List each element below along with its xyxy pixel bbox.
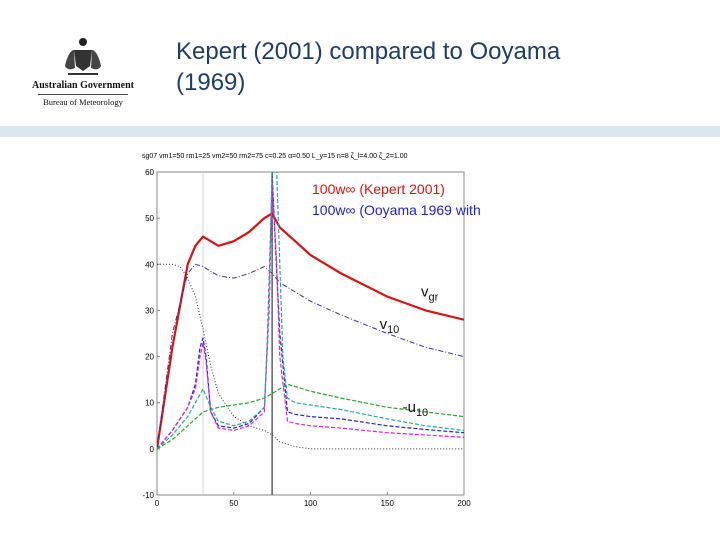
series-line-6: [157, 172, 464, 450]
series-annotation: v10: [380, 316, 400, 336]
y-tick-label: -10: [142, 491, 154, 500]
x-tick-label: 50: [229, 499, 238, 508]
logo-divider: [38, 94, 128, 95]
series-line-5: [157, 180, 464, 450]
y-tick-label: 0: [150, 445, 155, 454]
series-line-2: [157, 263, 464, 449]
y-tick-label: 50: [145, 214, 154, 223]
government-logo: Australian Government Bureau of Meteorol…: [24, 36, 142, 116]
y-tick-label: 20: [145, 353, 154, 362]
logo-government-label: Australian Government: [32, 80, 134, 91]
y-tick-label: 30: [145, 306, 154, 315]
y-tick-label: 60: [145, 168, 154, 177]
logo-bureau-label: Bureau of Meteorology: [43, 97, 123, 107]
x-tick-label: 200: [457, 499, 471, 508]
coat-of-arms-icon: [65, 38, 101, 75]
series-line-3: [157, 263, 464, 450]
header-band: [0, 126, 720, 137]
x-tick-label: 100: [304, 499, 318, 508]
x-tick-label: 150: [381, 499, 395, 508]
series-line-1: [157, 212, 464, 450]
slide-title: Kepert (2001) compared to Ooyama (1969): [176, 38, 561, 96]
chart-title: sg07 vm1=50 rm1=25 vm2=50 rm2=75 c=0.25 …: [142, 153, 408, 160]
y-tick-label: 40: [145, 260, 154, 269]
legend-entry: 100w∞ (Ooyama 1969 with γ=0.8): [312, 202, 482, 218]
x-tick-label: 0: [155, 499, 160, 508]
legend-entry: 100w∞ (Kepert 2001): [312, 181, 445, 197]
series-annotation: vgr: [421, 284, 439, 304]
y-tick-label: 10: [145, 399, 154, 408]
series-annotation: -u10: [403, 399, 429, 419]
